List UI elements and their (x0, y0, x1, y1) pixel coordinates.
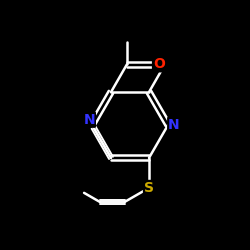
Text: N: N (168, 118, 180, 132)
Text: S: S (144, 181, 154, 195)
Text: N: N (83, 113, 95, 127)
Text: O: O (153, 57, 165, 71)
